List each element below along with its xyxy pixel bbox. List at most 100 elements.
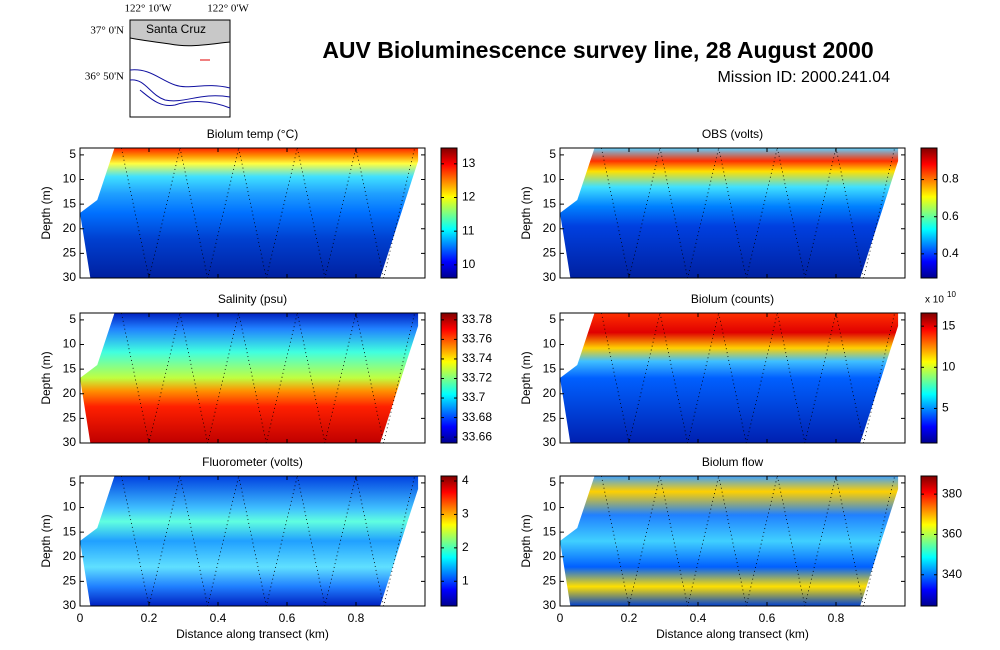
x-axis-label: Distance along transect (km) [656, 627, 809, 641]
panel-title: Fluorometer (volts) [202, 455, 303, 469]
colorbar-tick-label: 12 [462, 190, 476, 204]
x-tick-label: 0.8 [828, 611, 845, 625]
y-axis-label: Depth (m) [39, 186, 53, 239]
colorbar-tick-label: 0.6 [942, 209, 959, 223]
y-tick-label: 10 [63, 500, 77, 514]
y-tick-label: 30 [543, 598, 557, 612]
y-tick-label: 30 [63, 270, 77, 284]
panel-title: OBS (volts) [702, 127, 763, 141]
colorbar-tick-label: 33.76 [462, 332, 492, 346]
panel-title: Salinity (psu) [218, 292, 287, 306]
lat-label: 37° 0'N [90, 25, 124, 37]
y-tick-label: 15 [543, 524, 557, 538]
y-tick-label: 20 [543, 386, 557, 400]
x-axis-label: Distance along transect (km) [176, 627, 329, 641]
field [560, 313, 899, 443]
y-tick-label: 20 [63, 221, 77, 235]
field [560, 148, 899, 278]
plot-frame [559, 147, 906, 279]
y-tick-label: 20 [543, 549, 557, 563]
place-label: Santa Cruz [146, 22, 206, 36]
y-tick-label: 5 [549, 475, 556, 489]
colorbar-exponent: 10 [947, 290, 956, 299]
colorbar-tick-label: 13 [462, 156, 476, 170]
y-axis-label: Depth (m) [519, 514, 533, 567]
colorbar-tick-label: 5 [942, 401, 949, 415]
panel-title: Biolum (counts) [691, 292, 774, 306]
y-tick-label: 15 [63, 524, 77, 538]
x-tick-label: 0.8 [348, 611, 365, 625]
field [80, 148, 419, 278]
x-tick-label: 0.4 [690, 611, 707, 625]
colorbar-tick-label: 3 [462, 507, 469, 521]
colorbar-tick-label: 33.66 [462, 429, 492, 443]
x-tick-label: 0.4 [210, 611, 227, 625]
colorbar-tick-label: 2 [462, 540, 469, 554]
colorbar-tick-label: 33.72 [462, 371, 492, 385]
land [129, 19, 231, 47]
y-axis-label: Depth (m) [519, 186, 533, 239]
y-tick-label: 30 [63, 435, 77, 449]
y-tick-label: 10 [63, 172, 77, 186]
y-tick-label: 10 [543, 172, 557, 186]
colorbar [440, 147, 458, 279]
y-tick-label: 25 [63, 574, 77, 588]
colorbar-scale: x 10 [925, 295, 944, 306]
colorbar-tick-label: 33.7 [462, 390, 486, 404]
colorbar-tick-label: 15 [942, 318, 956, 332]
y-tick-label: 25 [543, 574, 557, 588]
colorbar-tick-label: 11 [462, 223, 475, 237]
colorbar-tick-label: 340 [942, 567, 962, 581]
y-tick-label: 10 [63, 337, 77, 351]
y-tick-label: 30 [63, 598, 77, 612]
y-tick-label: 15 [63, 196, 77, 210]
mission-id: Mission ID: 2000.241.04 [717, 69, 890, 86]
panel-title: Biolum flow [702, 455, 764, 469]
y-tick-label: 5 [69, 312, 76, 326]
colorbar-tick-label: 10 [942, 359, 956, 373]
y-tick-label: 20 [543, 221, 557, 235]
colorbar-tick-label: 33.78 [462, 312, 492, 326]
colorbar-tick-label: 0.8 [942, 172, 959, 186]
x-tick-label: 0.6 [279, 611, 296, 625]
field [560, 476, 899, 606]
colorbar [920, 312, 938, 444]
y-tick-label: 10 [543, 500, 557, 514]
y-tick-label: 20 [63, 386, 77, 400]
colorbar-tick-label: 0.4 [942, 246, 959, 260]
y-tick-label: 15 [543, 361, 557, 375]
plot-frame [559, 312, 906, 444]
colorbar [440, 475, 458, 607]
y-tick-label: 25 [63, 411, 77, 425]
lon-label: 122° 10'W [124, 3, 172, 15]
y-tick-label: 15 [63, 361, 77, 375]
x-tick-label: 0.2 [141, 611, 158, 625]
y-tick-label: 15 [543, 196, 557, 210]
panel-title: Biolum temp (°C) [207, 127, 298, 141]
field [80, 476, 419, 606]
y-tick-label: 10 [543, 337, 557, 351]
x-tick-label: 0.2 [621, 611, 638, 625]
colorbar [920, 147, 938, 279]
colorbar-tick-label: 10 [462, 257, 476, 271]
plot-frame [559, 475, 906, 607]
plot-frame [79, 312, 426, 444]
y-tick-label: 5 [549, 312, 556, 326]
plot-frame [79, 147, 426, 279]
y-tick-label: 5 [69, 147, 76, 161]
x-tick-label: 0 [77, 611, 84, 625]
y-tick-label: 20 [63, 549, 77, 563]
field [80, 313, 419, 443]
y-tick-label: 5 [549, 147, 556, 161]
colorbar-tick-label: 4 [462, 473, 469, 487]
location-map: Santa Cruz 122° 10'W 122° 0'W 37° 0'N 36… [85, 3, 249, 118]
figure-title: AUV Bioluminescence survey line, 28 Augu… [322, 37, 873, 63]
colorbar-tick-label: 33.74 [462, 351, 492, 365]
y-tick-label: 5 [69, 475, 76, 489]
colorbar [920, 475, 938, 607]
y-tick-label: 25 [543, 246, 557, 260]
y-axis-label: Depth (m) [519, 351, 533, 404]
y-axis-label: Depth (m) [39, 351, 53, 404]
x-tick-label: 0 [557, 611, 564, 625]
